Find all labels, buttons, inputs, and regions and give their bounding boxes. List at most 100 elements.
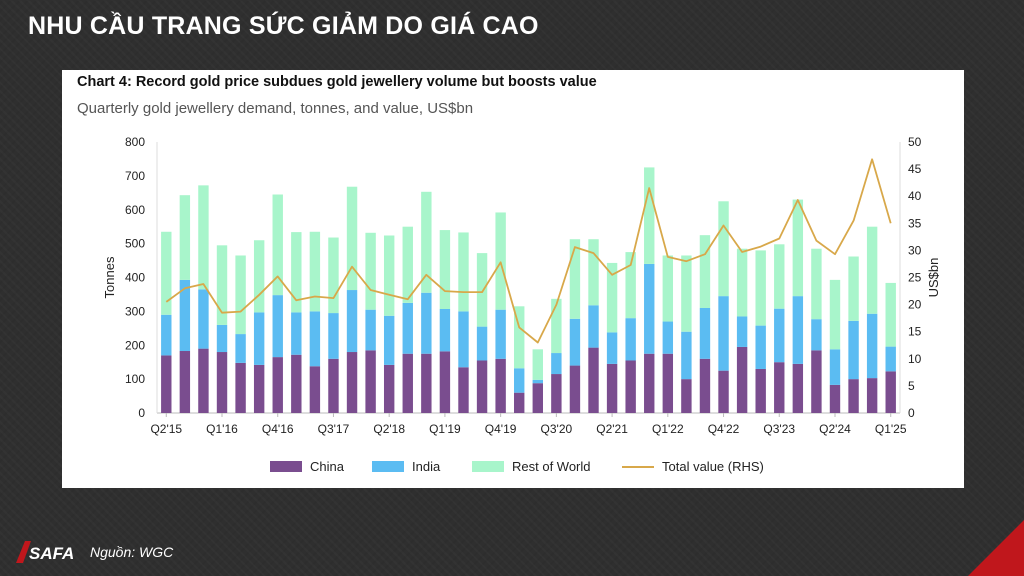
bar-china bbox=[699, 358, 711, 413]
bar-india bbox=[458, 311, 469, 368]
bar-india bbox=[346, 290, 358, 353]
bar-rest-of-world bbox=[514, 306, 525, 369]
bar-india bbox=[328, 313, 339, 359]
bar-rest-of-world bbox=[458, 232, 469, 312]
y2-axis-label: US$bn bbox=[926, 258, 941, 298]
bar-china bbox=[328, 358, 339, 413]
bar-rest-of-world bbox=[532, 349, 543, 380]
x-tick-label: Q2'24 bbox=[819, 422, 851, 436]
bar-china bbox=[532, 383, 543, 413]
bar-rest-of-world bbox=[161, 231, 172, 315]
bar-india bbox=[532, 379, 543, 384]
bar-rest-of-world bbox=[551, 298, 562, 354]
x-tick-label: Q1'25 bbox=[875, 422, 907, 436]
bar-india bbox=[569, 318, 581, 366]
legend-label: India bbox=[412, 459, 441, 474]
bar-china bbox=[625, 360, 636, 413]
bar-rest-of-world bbox=[198, 185, 209, 290]
bar-china bbox=[216, 352, 228, 413]
bar-rest-of-world bbox=[866, 226, 878, 314]
bar-india bbox=[625, 318, 636, 361]
bar-china bbox=[383, 364, 395, 413]
bar-india bbox=[551, 353, 562, 375]
bar-rest-of-world bbox=[848, 256, 859, 321]
bar-rest-of-world bbox=[383, 235, 395, 316]
legend-swatch-india bbox=[372, 461, 404, 472]
bar-china bbox=[829, 384, 841, 413]
y-tick-label: 500 bbox=[125, 237, 145, 251]
bar-rest-of-world bbox=[346, 186, 358, 291]
bar-rest-of-world bbox=[662, 255, 674, 322]
corner-accent bbox=[968, 520, 1024, 576]
bar-rest-of-world bbox=[328, 237, 339, 314]
bar-rest-of-world bbox=[272, 194, 283, 296]
bar-rest-of-world bbox=[402, 226, 413, 303]
bar-rest-of-world bbox=[736, 248, 748, 317]
x-tick-label: Q4'22 bbox=[708, 422, 740, 436]
bar-rest-of-world bbox=[774, 244, 785, 309]
bar-india bbox=[514, 368, 525, 393]
bar-china bbox=[421, 353, 432, 413]
y-tick-label: 700 bbox=[125, 169, 145, 183]
bar-china bbox=[439, 351, 451, 413]
bar-india bbox=[383, 315, 395, 365]
bar-rest-of-world bbox=[569, 239, 581, 319]
bar-india bbox=[774, 308, 785, 363]
bar-rest-of-world bbox=[291, 232, 302, 313]
bar-china bbox=[866, 378, 878, 413]
bar-rest-of-world bbox=[792, 199, 804, 297]
y-tick-label: 200 bbox=[125, 338, 145, 352]
bar-india bbox=[811, 319, 822, 351]
legend-swatch-china bbox=[270, 461, 302, 472]
y-tick-label: 400 bbox=[125, 271, 145, 285]
y-tick-label: 0 bbox=[138, 406, 145, 420]
bar-china bbox=[662, 353, 674, 413]
y2-tick-label: 15 bbox=[908, 325, 922, 339]
bar-india bbox=[718, 296, 729, 371]
bar-china bbox=[736, 346, 748, 413]
bar-rest-of-world bbox=[755, 250, 766, 326]
y2-tick-label: 30 bbox=[908, 243, 922, 257]
bar-india bbox=[792, 296, 804, 364]
bar-india bbox=[736, 316, 748, 347]
bar-india bbox=[309, 311, 321, 367]
bar-rest-of-world bbox=[811, 248, 822, 320]
bar-rest-of-world bbox=[253, 240, 265, 313]
bar-rest-of-world bbox=[885, 282, 896, 347]
bar-rest-of-world bbox=[681, 255, 692, 332]
x-tick-label: Q4'16 bbox=[262, 422, 294, 436]
bar-india bbox=[402, 302, 413, 354]
bar-rest-of-world bbox=[476, 253, 488, 327]
bar-india bbox=[662, 321, 674, 354]
y2-tick-label: 5 bbox=[908, 379, 915, 393]
legend-label: Rest of World bbox=[512, 459, 591, 474]
bar-china bbox=[774, 362, 785, 413]
x-tick-label: Q4'19 bbox=[485, 422, 517, 436]
chart-subtitle: Quarterly gold jewellery demand, tonnes,… bbox=[77, 100, 474, 117]
bar-india bbox=[866, 313, 878, 379]
x-tick-label: Q1'16 bbox=[206, 422, 238, 436]
gold-jewellery-chart: 0 100 200 300 400 500 600 700 800 0 5 10 15 20 25 30 35 4… bbox=[102, 135, 941, 474]
bar-china bbox=[309, 366, 321, 413]
bar-india bbox=[699, 307, 711, 359]
bar-rest-of-world bbox=[699, 235, 711, 308]
bar-india bbox=[161, 314, 172, 356]
x-tick-label: Q2'15 bbox=[150, 422, 182, 436]
y2-tick-label: 0 bbox=[908, 406, 915, 420]
total-value-line bbox=[165, 158, 892, 344]
bar-india bbox=[644, 263, 655, 354]
bar-india bbox=[216, 324, 228, 353]
chart-title: Chart 4: Record gold price subdues gold … bbox=[77, 74, 597, 90]
bar-china bbox=[402, 353, 413, 413]
bar-china bbox=[235, 362, 246, 413]
bar-rest-of-world bbox=[235, 255, 246, 335]
bar-china bbox=[755, 368, 766, 413]
bar-india bbox=[421, 292, 432, 354]
y-tick-label: 100 bbox=[125, 372, 145, 386]
bar-india bbox=[476, 326, 488, 361]
bar-rest-of-world bbox=[625, 252, 636, 319]
bar-china bbox=[811, 350, 822, 413]
bar-china bbox=[588, 347, 599, 413]
bar-india bbox=[439, 309, 451, 352]
bar-india bbox=[681, 331, 692, 380]
